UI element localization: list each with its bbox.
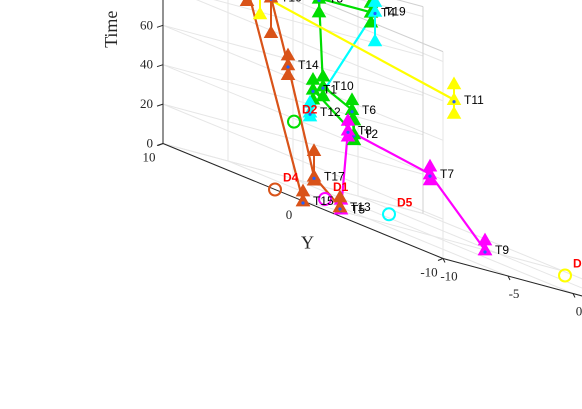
z-tick-label: 20 xyxy=(140,96,153,111)
task-marker-dot xyxy=(317,0,321,2)
depot-label: D5 xyxy=(397,195,413,209)
task-label: T2 xyxy=(364,127,378,141)
route-line xyxy=(339,128,486,251)
task-window-end xyxy=(306,143,322,156)
task-window-end xyxy=(446,76,462,90)
task-window-start xyxy=(367,33,383,47)
task-label: T11 xyxy=(464,93,484,107)
task-label: T13 xyxy=(350,200,371,214)
task-label: T12 xyxy=(320,105,341,119)
z-tick-label: 60 xyxy=(140,17,153,32)
task-marker-dot xyxy=(373,11,377,16)
z-tick-label: 40 xyxy=(140,57,153,72)
depot-marker xyxy=(558,268,572,283)
gridline-x xyxy=(357,195,582,289)
task-marker-dot xyxy=(286,65,290,69)
task-marker-dot xyxy=(321,86,325,90)
task-marker-dot xyxy=(452,100,456,104)
task-label: T1 xyxy=(323,82,337,96)
y-tick-label: -10 xyxy=(420,265,437,280)
task-window-start xyxy=(446,106,462,119)
depot-label: D3 xyxy=(573,257,582,271)
task-marker xyxy=(422,166,438,180)
z-tick xyxy=(156,143,164,146)
task-label: T20 xyxy=(270,0,291,1)
task-label: T9 xyxy=(495,243,509,257)
task-label: T7 xyxy=(440,167,454,181)
task-marker xyxy=(340,122,356,136)
y-tick-label: 10 xyxy=(143,150,156,165)
task-label: T8 xyxy=(358,123,372,137)
task-window-start xyxy=(239,0,255,6)
task-marker xyxy=(280,57,296,71)
x-tick xyxy=(507,275,511,281)
task-marker-dot xyxy=(269,0,273,1)
task-label: T5 xyxy=(351,202,365,216)
depot-label: D1 xyxy=(333,180,349,194)
task-marker-dot xyxy=(338,207,342,211)
task-marker-dot xyxy=(346,130,350,134)
task-marker xyxy=(306,168,322,182)
z-axis-label: Time xyxy=(101,11,121,48)
depot-marker xyxy=(287,114,301,129)
x-tick-label: 0 xyxy=(576,304,582,319)
y-tick xyxy=(437,258,444,261)
depot-marker xyxy=(268,182,282,197)
gridline-y xyxy=(162,143,424,214)
labels-group: -10-50510-10010020406080100T1T2T3T4T5T6T… xyxy=(140,0,582,319)
task-window-start xyxy=(315,88,331,102)
task-marker xyxy=(295,193,311,207)
task-marker-dot xyxy=(312,176,316,180)
y-tick-label: 0 xyxy=(286,207,293,222)
z-tick xyxy=(156,24,164,28)
z-tick-label: 0 xyxy=(147,136,154,151)
task-marker xyxy=(315,78,331,92)
data-group xyxy=(239,0,572,283)
task-label: T16 xyxy=(281,0,302,4)
task-marker-dot xyxy=(308,112,312,116)
task-marker xyxy=(302,104,318,118)
x-tick xyxy=(442,258,446,263)
task-marker-dot xyxy=(311,89,315,93)
axes-group xyxy=(156,0,582,298)
x-tick-label: -5 xyxy=(509,286,520,301)
task-marker-dot xyxy=(301,201,305,205)
task-label: T14 xyxy=(298,58,319,72)
depot-label: D2 xyxy=(302,103,318,117)
task-marker-dot xyxy=(350,110,354,114)
task-label: T3 xyxy=(329,0,343,5)
depot-marker xyxy=(382,207,396,222)
task-marker xyxy=(367,3,383,17)
depot-label: D4 xyxy=(283,171,299,185)
task-window-start xyxy=(311,4,327,18)
x-tick xyxy=(572,293,576,298)
task-label: T17 xyxy=(324,169,345,183)
task-marker xyxy=(446,92,462,106)
task-marker xyxy=(332,199,348,213)
y-axis-label: Y xyxy=(301,233,314,253)
task-label: T4 xyxy=(381,5,395,19)
task-marker-dot xyxy=(428,174,432,178)
z-tick xyxy=(156,103,164,107)
task-label: T15 xyxy=(313,194,334,208)
route-line xyxy=(268,0,455,101)
task-marker xyxy=(263,0,279,3)
task-label: T19 xyxy=(385,5,406,19)
task-window-start xyxy=(263,25,279,38)
task-marker xyxy=(344,102,360,115)
x-tick-label: -10 xyxy=(440,269,457,284)
task-marker-dot xyxy=(483,250,487,254)
task-window-start xyxy=(252,6,268,20)
task-label: T6 xyxy=(362,103,376,117)
task-marker xyxy=(477,242,493,256)
task-window-start xyxy=(280,67,296,81)
depot-marker xyxy=(318,192,332,206)
back-edge xyxy=(315,0,444,53)
z-tick xyxy=(156,64,164,68)
task-label: T10 xyxy=(333,79,354,93)
